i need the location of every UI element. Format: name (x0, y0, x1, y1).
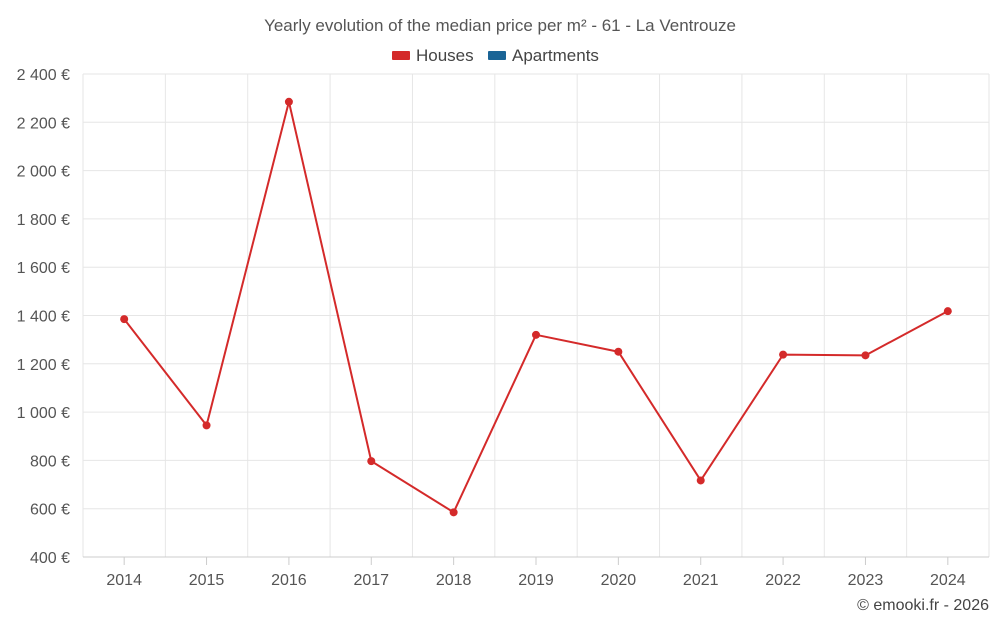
legend-swatch-apartments (488, 51, 506, 60)
data-point-houses[interactable] (696, 476, 705, 485)
y-tick-label: 1 800 € (17, 212, 70, 229)
x-tick-label: 2018 (436, 572, 472, 589)
data-point-houses[interactable] (202, 421, 211, 430)
x-axis: 2014 2015 2016 2017 2018 2019 2020 2021 2022 2023… (83, 556, 989, 589)
data-point-houses[interactable] (367, 457, 376, 466)
data-point-houses[interactable] (284, 97, 293, 106)
y-tick-label: 2 400 € (17, 67, 70, 84)
data-point-houses[interactable] (779, 350, 788, 359)
x-tick-label: 2019 (518, 572, 554, 589)
x-tick-label: 2023 (848, 572, 884, 589)
data-point-houses[interactable] (120, 315, 129, 324)
chart-title: Yearly evolution of the median price per… (264, 16, 736, 35)
y-tick-label: 1 600 € (17, 260, 70, 277)
y-tick-label: 2 200 € (17, 115, 70, 132)
grid (82, 73, 990, 558)
legend[interactable]: Houses Apartments (392, 46, 599, 65)
y-tick-label: 800 € (30, 453, 70, 470)
data-point-houses[interactable] (614, 347, 623, 356)
credit-text: © emooki.fr - 2026 (857, 597, 989, 614)
legend-label-houses: Houses (416, 46, 474, 65)
x-tick-label: 2024 (930, 572, 966, 589)
x-tick-label: 2016 (271, 572, 307, 589)
y-tick-label: 400 € (30, 550, 70, 567)
x-tick-label: 2022 (765, 572, 801, 589)
data-point-houses[interactable] (532, 330, 540, 339)
x-tick-label: 2021 (683, 572, 719, 589)
x-tick-label: 2020 (601, 572, 637, 589)
data-point-houses[interactable] (449, 508, 458, 517)
y-tick-label: 2 000 € (17, 164, 70, 181)
data-point-houses[interactable] (861, 351, 870, 360)
legend-label-apartments: Apartments (512, 46, 599, 65)
x-tick-label: 2017 (353, 572, 389, 589)
x-tick-label: 2014 (106, 572, 142, 589)
y-tick-label: 600 € (30, 502, 70, 519)
x-tick-label: 2015 (189, 572, 225, 589)
y-tick-label: 1 000 € (17, 405, 70, 422)
legend-item-houses[interactable]: Houses (392, 46, 474, 65)
data-point-houses[interactable] (943, 307, 952, 316)
y-tick-label: 1 200 € (17, 357, 70, 374)
series-houses (120, 97, 952, 517)
y-axis: 400 € 600 € 800 € 1 000 € 1 200 € 1 400 € 1 60… (17, 67, 70, 567)
legend-swatch-houses (392, 51, 410, 60)
y-tick-label: 1 400 € (17, 309, 70, 326)
legend-item-apartments[interactable]: Apartments (488, 46, 599, 65)
